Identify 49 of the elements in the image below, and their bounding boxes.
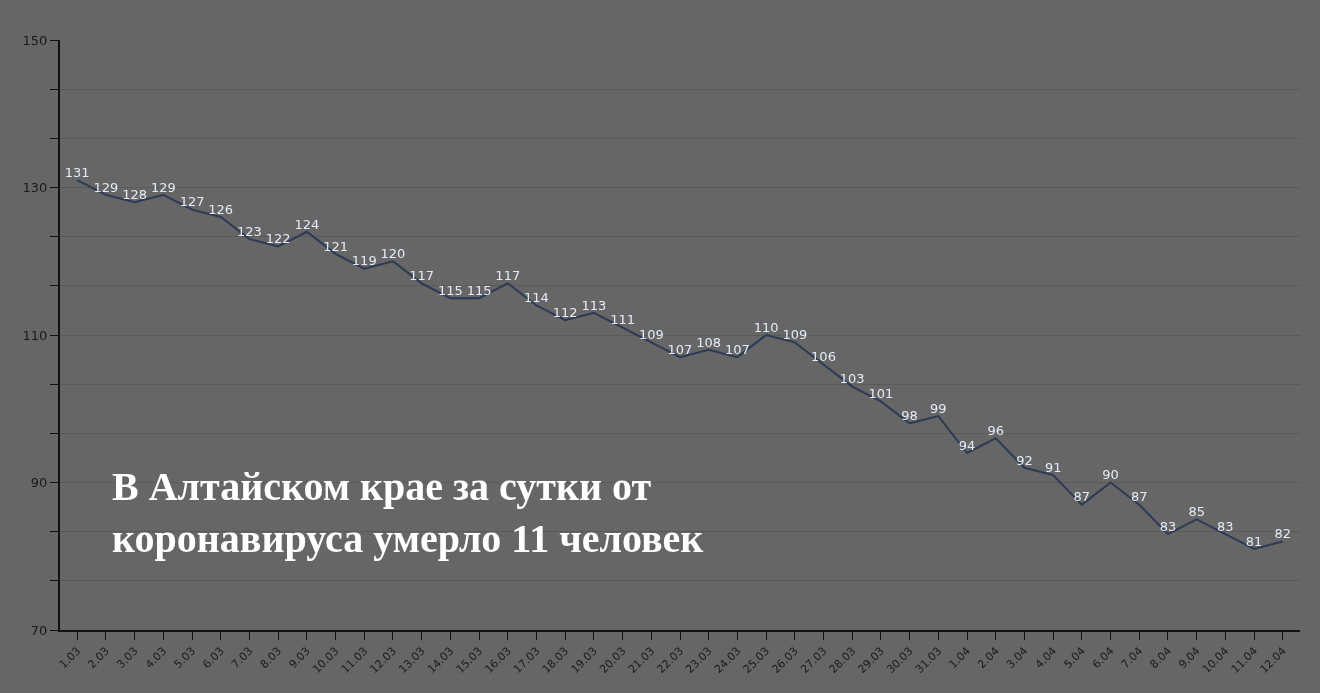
data-label: 87 <box>1130 489 1148 505</box>
data-label: 83 <box>1217 518 1234 534</box>
y-tick-label: 90 <box>30 475 48 491</box>
y-tick-label: 110 <box>22 327 48 343</box>
data-label: 109 <box>638 327 664 343</box>
data-label: 108 <box>696 334 722 350</box>
data-label: 87 <box>1073 489 1091 505</box>
data-label: 131 <box>64 164 90 180</box>
data-label: 124 <box>294 216 320 232</box>
data-label: 99 <box>930 400 947 416</box>
y-tick-label: 150 <box>22 32 48 48</box>
data-label: 111 <box>610 312 635 328</box>
data-label: 82 <box>1274 526 1292 542</box>
data-label: 112 <box>552 305 578 320</box>
data-label: 92 <box>1016 452 1033 468</box>
data-label: 127 <box>179 194 205 210</box>
data-label: 122 <box>265 231 291 247</box>
data-label: 117 <box>495 268 521 284</box>
y-tick-label: 70 <box>30 622 48 638</box>
data-label: 121 <box>323 238 348 254</box>
data-label: 94 <box>958 437 976 453</box>
data-label: 85 <box>1188 504 1205 520</box>
data-label: 90 <box>1102 467 1119 483</box>
data-label: 98 <box>901 408 918 424</box>
data-label: 107 <box>667 341 693 357</box>
data-label: 128 <box>122 187 148 202</box>
data-label: 119 <box>351 253 377 269</box>
data-label: 107 <box>725 341 750 357</box>
data-label: 120 <box>380 246 406 261</box>
data-label: 110 <box>753 319 779 335</box>
data-label: 117 <box>409 268 435 284</box>
y-tick-label: 130 <box>22 180 48 196</box>
data-label: 81 <box>1245 533 1263 549</box>
data-label: 109 <box>782 327 808 343</box>
data-label: 91 <box>1044 459 1062 475</box>
data-label: 103 <box>839 371 865 387</box>
data-label: 114 <box>524 290 549 306</box>
data-label: 129 <box>93 179 119 195</box>
data-label: 123 <box>237 223 262 239</box>
data-label: 115 <box>466 282 492 298</box>
data-label: 83 <box>1159 518 1177 534</box>
data-label: 126 <box>208 201 234 217</box>
text: В Алтайском крае за сутки от коронавируса умерло 11 человек <box>112 464 704 561</box>
data-label: 96 <box>987 423 1005 438</box>
data-label: 106 <box>811 349 836 365</box>
data-label: 115 <box>437 282 463 298</box>
data-label: 129 <box>150 179 176 195</box>
data-label: 113 <box>581 297 607 313</box>
data-label: 101 <box>868 386 894 402</box>
